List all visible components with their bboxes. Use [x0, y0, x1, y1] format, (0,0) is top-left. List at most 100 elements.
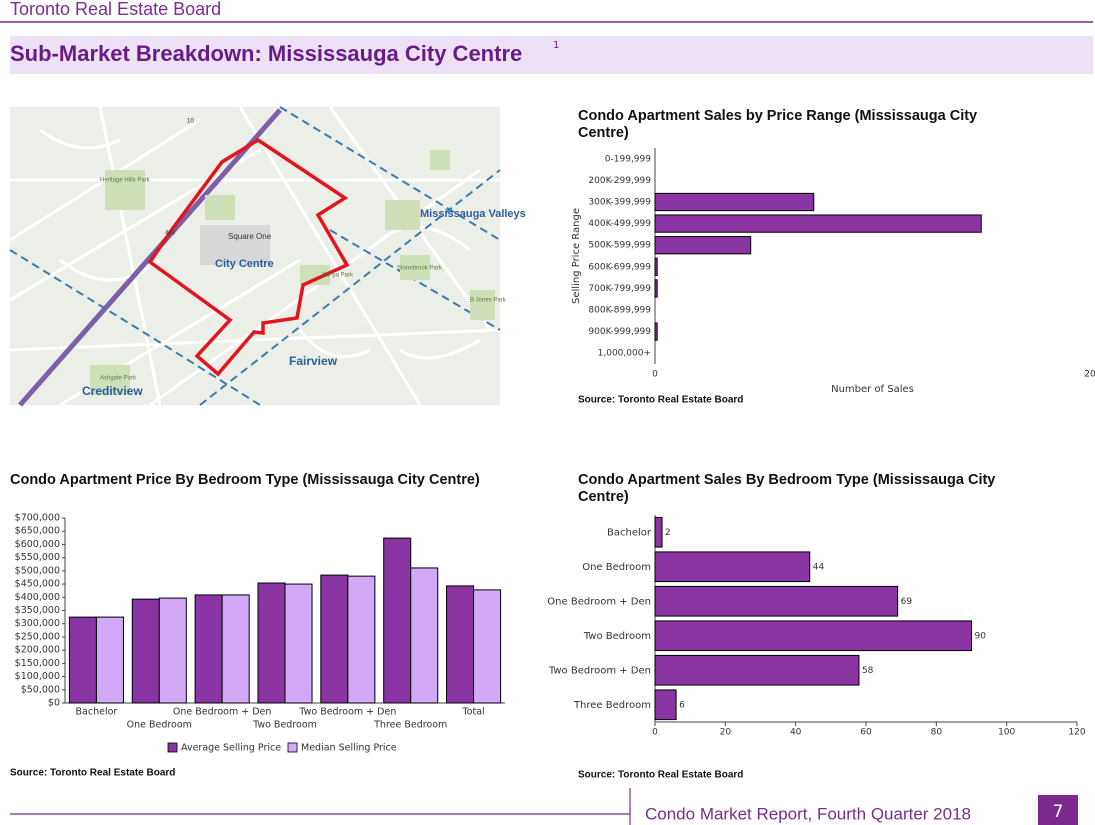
x-tick-label: 40	[790, 728, 802, 738]
data-label: 44	[813, 562, 825, 572]
org-name: Toronto Real Estate Board	[10, 0, 221, 19]
parks	[90, 150, 495, 395]
map-label: Fairview	[289, 354, 338, 368]
map: Mississauga Valleys City Centre Fairview…	[9, 106, 526, 407]
map-label: Mississauga Valleys	[420, 208, 526, 220]
category-label: 300K-399,999	[588, 198, 651, 208]
x-tick-label: Two Bedroom	[252, 720, 317, 731]
bar	[654, 516, 663, 548]
map-label: B Jones Park	[470, 298, 507, 304]
y-tick-label: $300,000	[15, 618, 60, 629]
category-label: Three Bedroom	[573, 700, 651, 711]
y-tick-label: $700,000	[15, 513, 60, 524]
category-label: 1,000,000+	[598, 349, 651, 359]
x-tick-label: One Bedroom + Den	[173, 707, 272, 718]
y-axis-label: Selling Price Range	[571, 208, 582, 304]
data-label: 90	[975, 631, 987, 641]
bar	[95, 616, 124, 704]
category-label: One Bedroom	[582, 562, 651, 573]
category-label: 400K-499,999	[588, 219, 651, 229]
bar	[347, 575, 376, 704]
x-tick-label: 120	[1068, 728, 1085, 738]
x-tick-label: Three Bedroom	[373, 720, 447, 731]
bar	[410, 567, 439, 704]
bar	[654, 322, 658, 341]
y-tick-label: $0	[48, 698, 60, 709]
data-label: 2	[665, 528, 671, 538]
highway	[18, 108, 282, 407]
source-note: Source: Toronto Real Estate Board	[578, 770, 743, 781]
bar	[320, 574, 349, 704]
y-tick-label: $600,000	[15, 539, 60, 550]
category-label: 200K-299,999	[588, 176, 651, 186]
map-label: Kariya Park	[322, 273, 354, 279]
x-tick-label: 60	[860, 728, 872, 738]
bar	[654, 620, 972, 652]
category-label: 800K-899,999	[588, 306, 651, 316]
page-title: Sub-Market Breakdown: Mississauga City C…	[10, 41, 522, 66]
category-label: 900K-999,999	[588, 327, 651, 337]
footer-report: Condo Market Report, Fourth Quarter 2018	[645, 804, 971, 823]
title-band	[10, 36, 1093, 74]
x-tick-label: 0	[652, 728, 658, 738]
data-label: 69	[901, 597, 913, 607]
chart-title: Condo Apartment Price By Bedroom Type (M…	[10, 472, 480, 488]
y-tick-label: $400,000	[15, 592, 60, 603]
x-tick-label: 20	[720, 728, 732, 738]
map-label: Stonebrook Park	[397, 266, 443, 272]
source-note: Source: Toronto Real Estate Board	[10, 768, 175, 779]
bar	[446, 585, 475, 704]
bar	[257, 582, 286, 704]
map-label: City Centre	[215, 258, 274, 270]
y-tick-label: $100,000	[15, 671, 60, 682]
y-tick-label: $550,000	[15, 552, 60, 563]
chart-title: Condo Apartment Sales By Bedroom Type (M…	[578, 472, 996, 505]
map-label: Ashgate Park	[100, 376, 137, 382]
bar	[473, 589, 502, 704]
page-box	[1038, 795, 1078, 825]
map-label: Square One	[228, 232, 272, 241]
bar	[194, 594, 223, 704]
x-tick-label: 0	[652, 370, 658, 380]
bar	[654, 689, 677, 721]
chart-title: Condo Apartment Sales by Price Range (Mi…	[578, 108, 978, 141]
category-label: Two Bedroom + Den	[548, 665, 651, 676]
map-label: 403	[165, 231, 176, 237]
category-label: Bachelor	[607, 527, 652, 538]
legend-label: Median Selling Price	[301, 743, 397, 754]
legend-swatch	[167, 742, 178, 753]
x-tick-label: Bachelor	[76, 707, 118, 718]
bar	[654, 192, 815, 212]
source-note: Source: Toronto Real Estate Board	[578, 395, 743, 406]
legend-swatch	[287, 742, 298, 753]
y-tick-label: $50,000	[21, 684, 60, 695]
bar	[654, 585, 899, 617]
y-tick-label: $650,000	[15, 526, 60, 537]
bar	[383, 537, 412, 704]
bar	[654, 214, 982, 233]
y-tick-label: $350,000	[15, 605, 60, 616]
x-tick-label: 20	[1084, 370, 1095, 380]
y-tick-label: $500,000	[15, 565, 60, 576]
x-tick-label: Two Bedroom + Den	[298, 707, 396, 718]
y-tick-label: $250,000	[15, 631, 60, 642]
bar	[654, 236, 752, 255]
bar	[221, 594, 250, 704]
x-tick-label: 100	[998, 728, 1015, 738]
bar	[158, 597, 187, 704]
map-label: Heritage Hills Park	[100, 178, 151, 184]
x-tick-label: Total	[461, 707, 484, 718]
data-label: 58	[862, 666, 874, 676]
footnote-mark: 1	[553, 40, 559, 51]
mall	[200, 225, 270, 265]
bar	[131, 598, 160, 704]
boundary	[147, 137, 350, 377]
x-tick-label: 80	[931, 728, 943, 738]
bar	[654, 279, 658, 298]
y-tick-label: $200,000	[15, 645, 60, 656]
y-tick-label: $450,000	[15, 579, 60, 590]
category-label: 700K-799,999	[588, 284, 651, 294]
category-label: 500K-599,999	[588, 241, 651, 251]
bar	[654, 257, 658, 276]
